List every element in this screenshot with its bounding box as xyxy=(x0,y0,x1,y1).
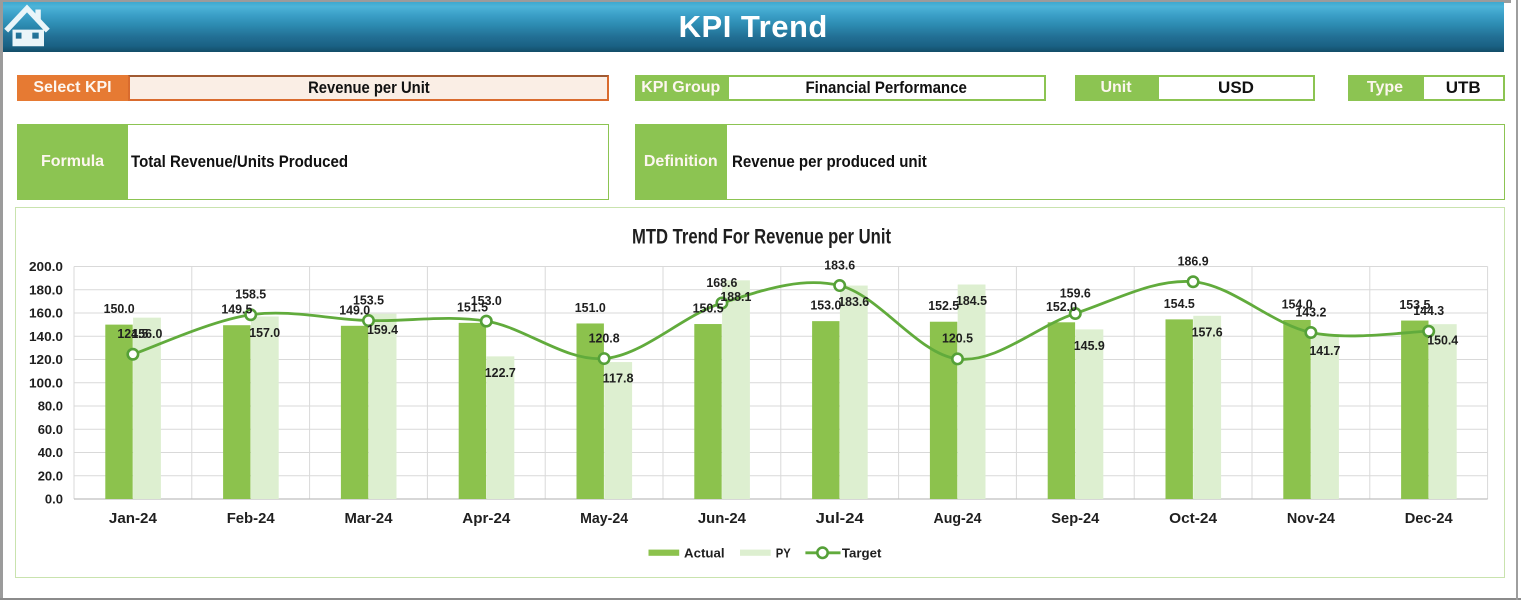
svg-text:0.0: 0.0 xyxy=(45,492,63,507)
svg-text:Jan-24: Jan-24 xyxy=(109,510,158,527)
svg-text:140.0: 140.0 xyxy=(29,329,63,344)
svg-text:154.0: 154.0 xyxy=(1282,297,1313,311)
svg-text:186.9: 186.9 xyxy=(1178,255,1209,269)
svg-text:124.5: 124.5 xyxy=(117,327,148,341)
svg-text:153.0: 153.0 xyxy=(471,294,502,308)
svg-text:153.5: 153.5 xyxy=(1399,298,1430,312)
svg-text:Mar-24: Mar-24 xyxy=(345,510,394,527)
svg-text:Aug-24: Aug-24 xyxy=(934,510,983,527)
svg-text:184.5: 184.5 xyxy=(956,294,987,308)
svg-text:80.0: 80.0 xyxy=(38,399,63,414)
svg-text:122.7: 122.7 xyxy=(485,366,516,380)
svg-text:157.0: 157.0 xyxy=(249,326,280,340)
svg-text:120.5: 120.5 xyxy=(942,332,973,346)
svg-text:183.6: 183.6 xyxy=(824,258,855,272)
svg-text:40.0: 40.0 xyxy=(38,445,63,460)
svg-text:150.4: 150.4 xyxy=(1427,334,1458,348)
svg-text:143.2: 143.2 xyxy=(1295,305,1326,319)
svg-text:Actual: Actual xyxy=(684,546,725,560)
svg-text:149.5: 149.5 xyxy=(221,303,252,317)
svg-text:160.0: 160.0 xyxy=(29,306,63,321)
svg-text:149.0: 149.0 xyxy=(339,303,370,317)
svg-text:150.5: 150.5 xyxy=(693,302,724,316)
svg-text:153.5: 153.5 xyxy=(353,293,384,307)
svg-text:159.4: 159.4 xyxy=(367,323,398,337)
svg-text:Jul-24: Jul-24 xyxy=(816,510,865,527)
svg-text:May-24: May-24 xyxy=(580,510,629,527)
svg-text:158.5: 158.5 xyxy=(235,288,266,302)
svg-text:154.5: 154.5 xyxy=(1164,297,1195,311)
svg-text:145.9: 145.9 xyxy=(1074,339,1105,353)
svg-text:152.5: 152.5 xyxy=(928,299,959,313)
svg-text:20.0: 20.0 xyxy=(38,468,63,483)
svg-text:60.0: 60.0 xyxy=(38,422,63,437)
svg-text:MTD Trend For Revenue per Unit: MTD Trend For Revenue per Unit xyxy=(632,225,891,249)
svg-text:151.5: 151.5 xyxy=(457,300,488,314)
svg-text:188.1: 188.1 xyxy=(720,290,751,304)
svg-text:Feb-24: Feb-24 xyxy=(227,510,276,527)
svg-text:183.6: 183.6 xyxy=(838,295,869,309)
svg-text:150.0: 150.0 xyxy=(104,302,135,316)
svg-text:157.6: 157.6 xyxy=(1192,325,1223,339)
svg-text:152.0: 152.0 xyxy=(1046,300,1077,314)
svg-text:180.0: 180.0 xyxy=(29,282,63,297)
svg-text:156.0: 156.0 xyxy=(131,327,162,341)
svg-text:Target: Target xyxy=(842,546,882,560)
svg-text:Jun-24: Jun-24 xyxy=(698,510,747,527)
svg-text:117.8: 117.8 xyxy=(603,372,634,386)
svg-text:144.3: 144.3 xyxy=(1413,304,1444,318)
svg-text:168.6: 168.6 xyxy=(706,276,737,290)
svg-text:Dec-24: Dec-24 xyxy=(1405,510,1454,527)
svg-text:200.0: 200.0 xyxy=(29,259,63,274)
svg-text:Oct-24: Oct-24 xyxy=(1169,510,1218,527)
svg-text:Nov-24: Nov-24 xyxy=(1287,510,1336,527)
svg-text:141.7: 141.7 xyxy=(1309,344,1340,358)
svg-text:PY: PY xyxy=(776,546,792,560)
svg-text:120.0: 120.0 xyxy=(29,352,63,367)
svg-text:120.8: 120.8 xyxy=(589,331,620,345)
svg-text:151.0: 151.0 xyxy=(575,301,606,315)
svg-text:Sep-24: Sep-24 xyxy=(1051,510,1100,527)
svg-text:153.0: 153.0 xyxy=(810,299,841,313)
svg-text:159.6: 159.6 xyxy=(1060,286,1091,300)
svg-text:100.0: 100.0 xyxy=(29,375,63,390)
svg-text:Apr-24: Apr-24 xyxy=(462,510,511,527)
